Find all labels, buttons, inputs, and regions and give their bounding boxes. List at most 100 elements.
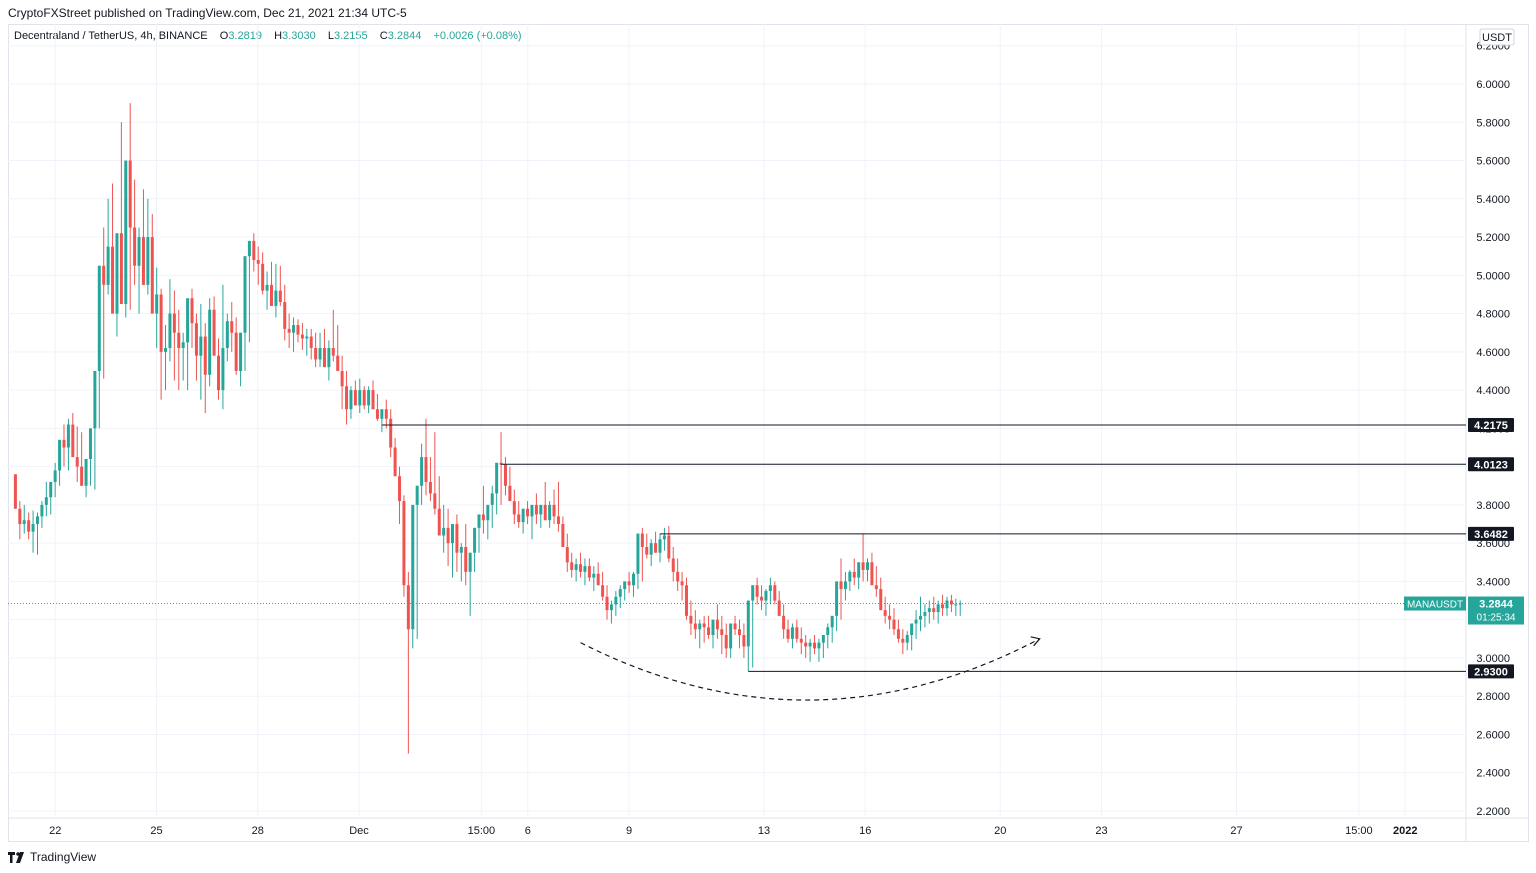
candle-body xyxy=(269,284,273,306)
symbol-title[interactable]: Decentraland / TetherUS, 4h, BINANCE xyxy=(14,30,208,42)
candle-body xyxy=(358,390,362,406)
candle-body xyxy=(707,627,711,635)
candle-body xyxy=(384,409,388,419)
level-label: 4.0123 xyxy=(1474,459,1508,471)
candle-body xyxy=(640,533,644,547)
candle-body xyxy=(278,290,282,303)
candle-body xyxy=(534,504,538,515)
candle-body xyxy=(287,328,291,333)
candle-body xyxy=(804,642,808,647)
candle-body xyxy=(596,573,600,586)
candle-body xyxy=(300,334,304,339)
candle-body xyxy=(879,589,883,611)
y-tick-label: 3.0000 xyxy=(1476,653,1510,665)
candle-body xyxy=(221,348,225,391)
price-tag-value: 3.2844 xyxy=(1479,599,1514,611)
candle-body xyxy=(243,256,247,333)
candle-body xyxy=(843,581,847,590)
candle-body xyxy=(322,348,326,368)
candle-body xyxy=(84,458,88,486)
candle-body xyxy=(579,564,583,572)
candle-body xyxy=(742,634,746,647)
candle-body xyxy=(556,516,560,525)
candle-body xyxy=(389,418,393,448)
candle-body xyxy=(102,265,106,285)
x-tick-label: 9 xyxy=(626,825,632,837)
candle-body xyxy=(133,227,137,266)
candle-body xyxy=(261,263,265,291)
candle-body xyxy=(627,581,631,586)
candle-body xyxy=(698,623,702,630)
high-label: H xyxy=(274,30,283,42)
candle-body xyxy=(689,615,693,624)
candle-body xyxy=(808,642,812,647)
y-tick-label: 5.8000 xyxy=(1476,117,1510,129)
candle-body xyxy=(901,638,905,643)
candle-body xyxy=(636,533,640,574)
candle-body xyxy=(671,558,675,572)
candle-body xyxy=(225,321,229,349)
candle-body xyxy=(159,294,163,352)
candle-body xyxy=(203,336,207,375)
candle-body xyxy=(93,370,97,429)
candle-body xyxy=(530,504,534,517)
candle-body xyxy=(137,237,141,266)
arc-arrow-head xyxy=(1030,636,1041,647)
cup-arc-annotation[interactable] xyxy=(580,638,1040,701)
candle-body xyxy=(662,535,666,540)
candle-body xyxy=(587,566,591,578)
candle-body xyxy=(702,623,706,628)
candle-body xyxy=(821,634,825,643)
open-label: O xyxy=(219,30,229,42)
candle-body xyxy=(486,504,490,521)
candle-body xyxy=(932,608,936,613)
candle-body xyxy=(393,447,397,477)
candle-body xyxy=(517,514,521,523)
candle-body xyxy=(552,504,556,517)
candle-body xyxy=(773,585,777,601)
candle-body xyxy=(40,504,44,517)
candle-body xyxy=(733,623,737,630)
candle-body xyxy=(464,546,468,572)
candle-body xyxy=(190,298,194,324)
candle-body xyxy=(18,508,22,525)
change-value: +0.0026 (+0.08%) xyxy=(433,30,522,42)
x-tick-label: 15:00 xyxy=(468,825,496,837)
candle-body xyxy=(737,629,741,635)
candle-body xyxy=(914,619,918,624)
candle-body xyxy=(194,323,198,356)
y-tick-label: 2.6000 xyxy=(1476,729,1510,741)
candle-body xyxy=(896,629,900,639)
candle-body xyxy=(861,562,865,570)
candle-body xyxy=(451,524,454,544)
x-tick-label: 28 xyxy=(252,825,264,837)
x-tick-label: 2022 xyxy=(1393,825,1417,837)
candle-body xyxy=(274,290,278,306)
candle-body xyxy=(777,600,781,616)
price-tag xyxy=(1468,596,1524,625)
candle-body xyxy=(724,634,728,649)
candle-body xyxy=(256,260,260,264)
candle-body xyxy=(217,355,221,391)
currency-badge[interactable] xyxy=(1479,28,1515,46)
candle-body xyxy=(751,585,755,601)
candle-body xyxy=(62,439,66,448)
symbol-tag-label: MANAUSDT xyxy=(1407,600,1463,611)
tradingview-brand[interactable]: TradingView xyxy=(8,850,96,864)
candle-body xyxy=(31,524,35,532)
x-tick-label: 6 xyxy=(525,825,531,837)
candle-body xyxy=(459,546,463,553)
candle-body xyxy=(795,627,799,639)
candle-body xyxy=(473,527,477,553)
candle-body xyxy=(415,485,419,505)
candle-body xyxy=(817,642,821,649)
candle-body xyxy=(44,497,48,505)
candle-body xyxy=(857,562,861,578)
candle-body xyxy=(468,552,472,572)
candle-body xyxy=(583,566,587,572)
y-tick-label: 3.6000 xyxy=(1476,538,1510,550)
candle-body xyxy=(755,585,759,597)
candle-body xyxy=(693,623,697,630)
candle-body xyxy=(883,610,887,616)
